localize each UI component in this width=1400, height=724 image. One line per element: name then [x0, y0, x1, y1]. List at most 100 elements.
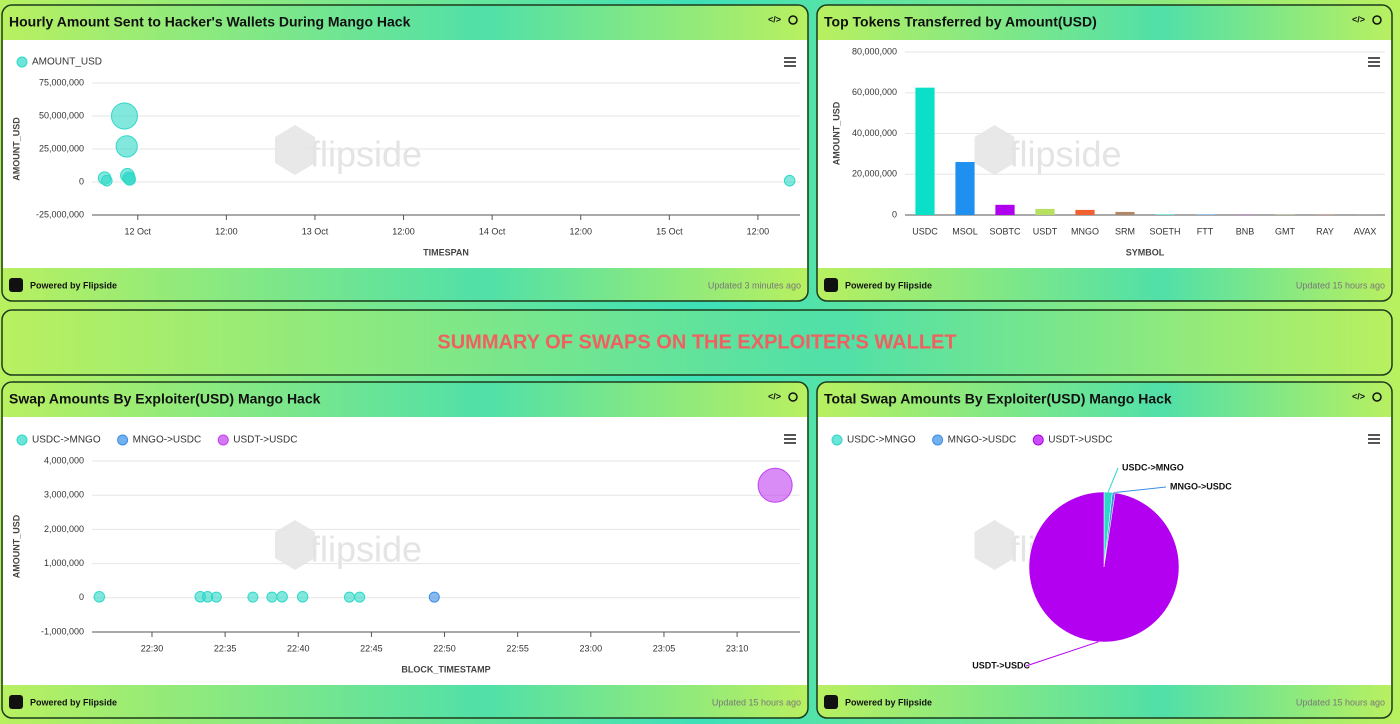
banner-text: SUMMARY OF SWAPS ON THE EXPLOITER'S WALL… [437, 331, 956, 353]
y-tick-label: 0 [79, 176, 84, 186]
leader-line [1107, 467, 1119, 493]
y-tick-label: 60,000,000 [852, 87, 897, 97]
x-axis-title: BLOCK_TIMESTAMP [401, 664, 490, 674]
menu-icon [784, 57, 796, 59]
point [115, 135, 138, 158]
flipside-logo [824, 278, 838, 292]
menu-icon [1368, 438, 1380, 440]
point [247, 591, 259, 603]
legend-marker [16, 434, 28, 446]
bar [995, 204, 1015, 215]
y-tick-label: 50,000,000 [39, 110, 84, 120]
panel-body [818, 40, 1391, 268]
panel-body [3, 417, 807, 685]
y-axis-title: AMOUNT_USD [11, 514, 21, 578]
updated-text: Updated 15 hours ago [1296, 280, 1385, 290]
bar [1035, 208, 1055, 215]
panel-body [3, 40, 807, 268]
updated-text: Updated 15 hours ago [712, 697, 801, 707]
x-tick-label: 23:10 [726, 643, 749, 653]
x-tick-label: 22:40 [287, 643, 310, 653]
watermark-logo [275, 125, 315, 175]
menu-icon [784, 434, 796, 436]
flipside-logo [9, 695, 23, 709]
x-tick-label: 14 Oct [479, 226, 506, 236]
x-tick-label: 22:30 [141, 643, 164, 653]
legend-label: USDT->USDC [233, 435, 297, 446]
point [757, 467, 793, 503]
menu-icon [784, 65, 796, 67]
refresh-icon [788, 15, 798, 25]
menu-icon [1368, 57, 1380, 59]
panel-title: Hourly Amount Sent to Hacker's Wallets D… [9, 14, 411, 30]
footer-text: Powered by Flipside [845, 280, 932, 290]
x-tick-label: 22:45 [360, 643, 383, 653]
x-axis-title: SYMBOL [1126, 247, 1165, 257]
legend-marker [217, 434, 229, 446]
point [266, 591, 278, 603]
point [783, 174, 796, 187]
bar [955, 162, 975, 215]
x-tick-label: GMT [1275, 226, 1295, 236]
legend-label: USDT->USDC [1048, 435, 1112, 446]
x-tick-label: 12:00 [392, 226, 415, 236]
menu-icon [1368, 434, 1380, 436]
x-tick-label: 12:00 [747, 226, 770, 236]
flipside-logo [824, 695, 838, 709]
x-tick-label: SRM [1115, 226, 1135, 236]
point [210, 591, 222, 603]
point [93, 591, 106, 603]
y-tick-label: 25,000,000 [39, 143, 84, 153]
menu-icon [1368, 65, 1380, 67]
legend-marker [932, 434, 944, 446]
point [428, 591, 440, 603]
y-tick-label: 40,000,000 [852, 128, 897, 138]
x-tick-label: 23:05 [653, 643, 676, 653]
y-tick-label: 3,000,000 [44, 490, 84, 500]
x-tick-label: USDC [912, 226, 938, 236]
x-tick-label: 22:35 [214, 643, 237, 653]
menu-icon [1368, 442, 1380, 444]
x-tick-label: MSOL [952, 226, 978, 236]
y-tick-label: 1,000,000 [44, 558, 84, 568]
refresh-icon [788, 392, 798, 402]
legend-label: USDC->MNGO [847, 435, 916, 446]
embed-icon: </> [1352, 391, 1365, 401]
flipside-logo [9, 278, 23, 292]
y-tick-label: -25,000,000 [36, 209, 84, 219]
x-tick-label: BNB [1236, 226, 1255, 236]
legend-label: MNGO->USDC [133, 435, 202, 446]
slice-label: MNGO->USDC [1170, 481, 1232, 491]
refresh-icon [1372, 15, 1382, 25]
point [110, 102, 138, 130]
x-tick-label: SOBTC [989, 226, 1021, 236]
banner-box [1, 309, 1393, 376]
y-tick-label: 20,000,000 [852, 169, 897, 179]
y-tick-label: 75,000,000 [39, 77, 84, 87]
watermark: flipside [1010, 134, 1122, 175]
legend-label: MNGO->USDC [948, 435, 1017, 446]
bar [915, 87, 935, 215]
embed-icon: </> [768, 391, 781, 401]
legend-label: AMOUNT_USD [32, 57, 102, 68]
y-tick-label: 0 [892, 209, 897, 219]
x-tick-label: RAY [1316, 226, 1334, 236]
x-tick-label: 15 Oct [656, 226, 683, 236]
legend-marker [831, 434, 843, 446]
refresh-icon [1372, 392, 1382, 402]
watermark: flipside [310, 134, 422, 175]
menu-icon [784, 442, 796, 444]
legend-label: USDC->MNGO [32, 435, 101, 446]
panel-title: Total Swap Amounts By Exploiter(USD) Man… [824, 391, 1172, 407]
y-axis-title: AMOUNT_USD [11, 117, 21, 181]
y-tick-label: 4,000,000 [44, 455, 84, 465]
point [354, 591, 366, 603]
legend-marker [117, 434, 129, 446]
point [100, 174, 113, 187]
watermark-logo [974, 125, 1015, 175]
footer-text: Powered by Flipside [30, 280, 117, 290]
embed-icon: </> [1352, 14, 1365, 24]
legend-marker [1032, 434, 1044, 446]
footer-text: Powered by Flipside [845, 697, 932, 707]
